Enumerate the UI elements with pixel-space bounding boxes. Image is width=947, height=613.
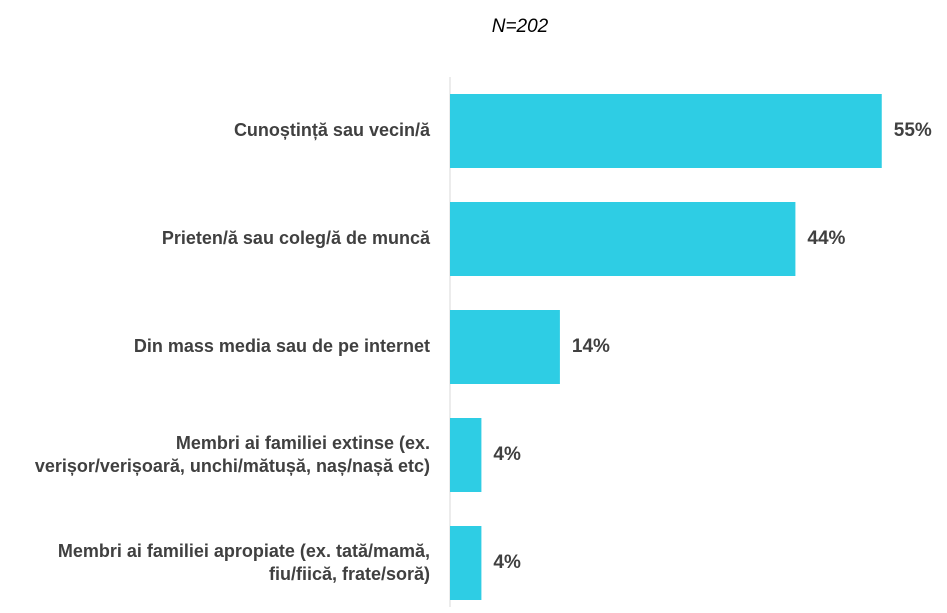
bar (450, 94, 882, 168)
category-label: Cunoștință sau vecin/ă (233, 120, 430, 141)
value-label: 4% (493, 552, 521, 573)
category-label: Membri ai familiei extinse (ex. verișor/… (34, 432, 430, 476)
bar (450, 202, 796, 276)
value-label: 14% (572, 336, 610, 357)
bar (450, 526, 482, 600)
value-label: 55% (894, 120, 932, 141)
category-label: Prieten/ă sau coleg/ă de muncă (161, 228, 430, 249)
bar (450, 310, 560, 384)
bar (450, 418, 482, 492)
category-label: Membri ai familiei apropiate (ex. tată/m… (57, 540, 430, 584)
category-label: Din mass media sau de pe internet (133, 336, 430, 357)
value-label: 44% (807, 228, 845, 249)
value-label: 4% (493, 444, 521, 465)
chart-title: N=202 (492, 16, 549, 37)
